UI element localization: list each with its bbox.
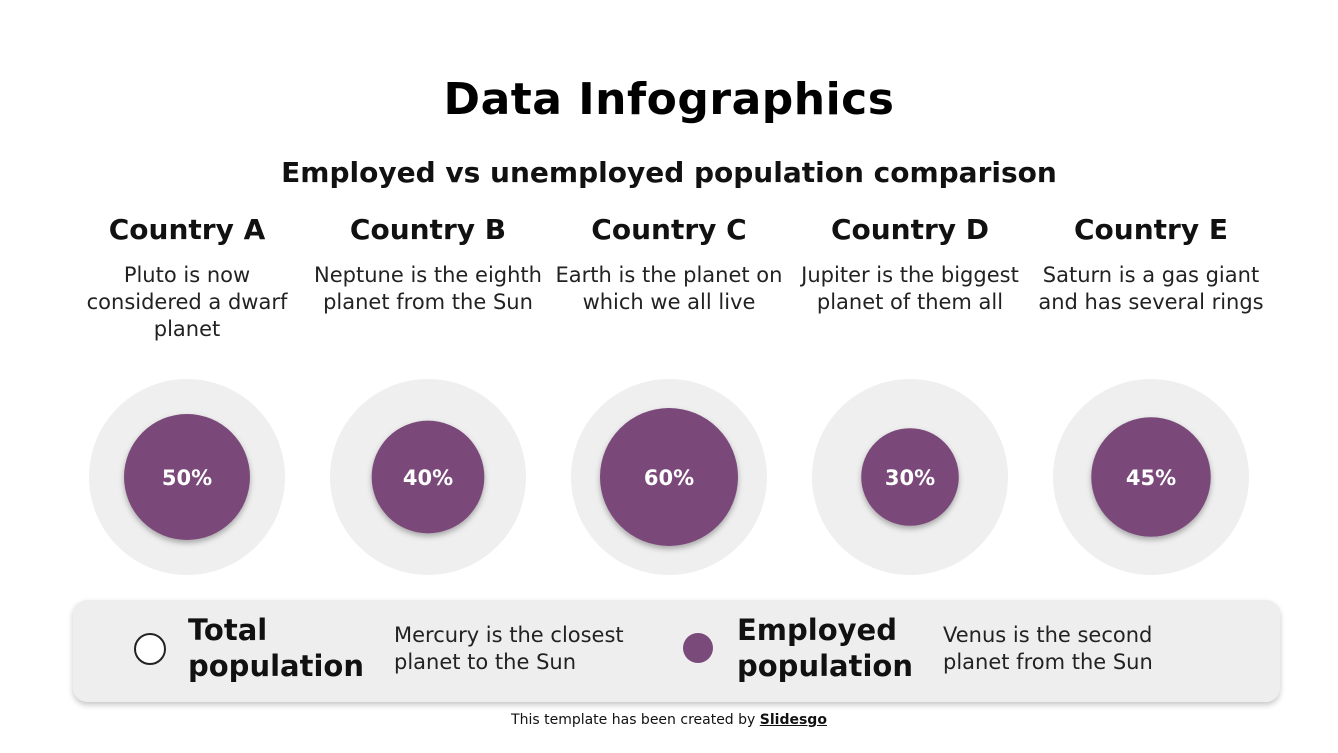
employed-bubble-country-d (861, 428, 959, 526)
employed-bubble-country-e (1091, 417, 1211, 537)
country-column-e: Country E Saturn is a gas giant and has … (1031, 212, 1271, 316)
value-label-country-e: 45% (1126, 466, 1176, 490)
country-column-d: Country D Jupiter is the biggest planet … (790, 212, 1030, 316)
bubble-chart: 50% 40% 60% 30% 45% (89, 379, 1249, 575)
employed-bubble-country-a (124, 414, 250, 540)
footer-credit: This template has been created by Slides… (0, 712, 1338, 728)
country-name: Country E (1074, 213, 1228, 246)
country-name: Country B (349, 213, 507, 246)
legend-employed-description: Venus is the second planet from the Sun (943, 623, 1153, 674)
country-column-b: Country B Neptune is the eighth planet f… (308, 212, 548, 316)
legend-panel: Total population Mercury is the closest … (73, 600, 1280, 702)
value-label-country-a: 50% (162, 466, 212, 490)
country-description: Jupiter is the biggest planet of them al… (801, 263, 1019, 314)
country-name: Country D (830, 213, 990, 246)
country-description: Pluto is now considered a dwarf planet (86, 263, 288, 341)
country-name: Country A (108, 213, 266, 246)
legend-total-label: Total population (188, 613, 364, 683)
value-label-country-c: 60% (644, 466, 694, 490)
page-title: Data Infographics (443, 74, 895, 125)
country-name: Country C (591, 213, 747, 246)
country-description: Neptune is the eighth planet from the Su… (314, 263, 542, 314)
value-label-country-d: 30% (885, 466, 935, 490)
total-population-marker (134, 633, 166, 665)
value-label-country-b: 40% (403, 466, 453, 490)
country-description: Saturn is a gas giant and has several ri… (1038, 263, 1264, 314)
page-subtitle: Employed vs unemployed population compar… (281, 156, 1057, 189)
footer-prefix: This template has been created by (511, 712, 760, 728)
employed-bubble-country-b (371, 420, 485, 534)
employed-bubble-country-c (599, 407, 739, 547)
legend-employed-label: Employed population (737, 613, 913, 683)
country-column-c: Country C Earth is the planet on which w… (549, 212, 789, 316)
legend-total-description: Mercury is the closest planet to the Sun (394, 623, 624, 674)
employed-population-marker (683, 633, 713, 663)
country-column-a: Country A Pluto is now considered a dwar… (67, 212, 307, 343)
country-description: Earth is the planet on which we all live (555, 263, 783, 314)
footer-brand-link[interactable]: Slidesgo (759, 712, 827, 728)
